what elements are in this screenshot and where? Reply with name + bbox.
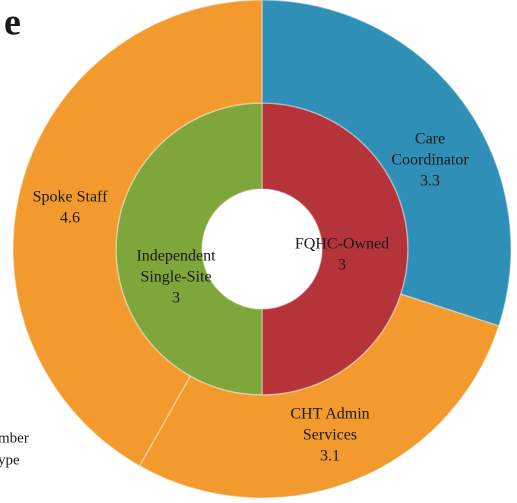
segment-value: 3 <box>172 290 180 307</box>
donut-segment <box>12 0 263 467</box>
segment-label: Services <box>303 427 357 444</box>
segment-value: 4.6 <box>60 210 80 227</box>
segment-value: 3.3 <box>420 173 440 190</box>
note-line: mber <box>0 430 29 446</box>
segment-label: Coordinator <box>391 152 469 169</box>
note-line: ype <box>0 452 20 468</box>
segment-label: CHT Admin <box>290 406 369 423</box>
segment-value: 3 <box>338 257 346 274</box>
segment-label: Care <box>415 131 445 148</box>
segment-label: Independent <box>136 248 216 265</box>
segment-label: FQHC-Owned <box>295 236 389 253</box>
chart-title: e <box>4 2 21 44</box>
donut-segment <box>261 0 512 327</box>
segment-label: Single-Site <box>140 269 211 286</box>
segment-label: Spoke Staff <box>33 189 108 206</box>
donut-segment <box>138 293 500 499</box>
segment-value: 3.1 <box>320 448 340 465</box>
